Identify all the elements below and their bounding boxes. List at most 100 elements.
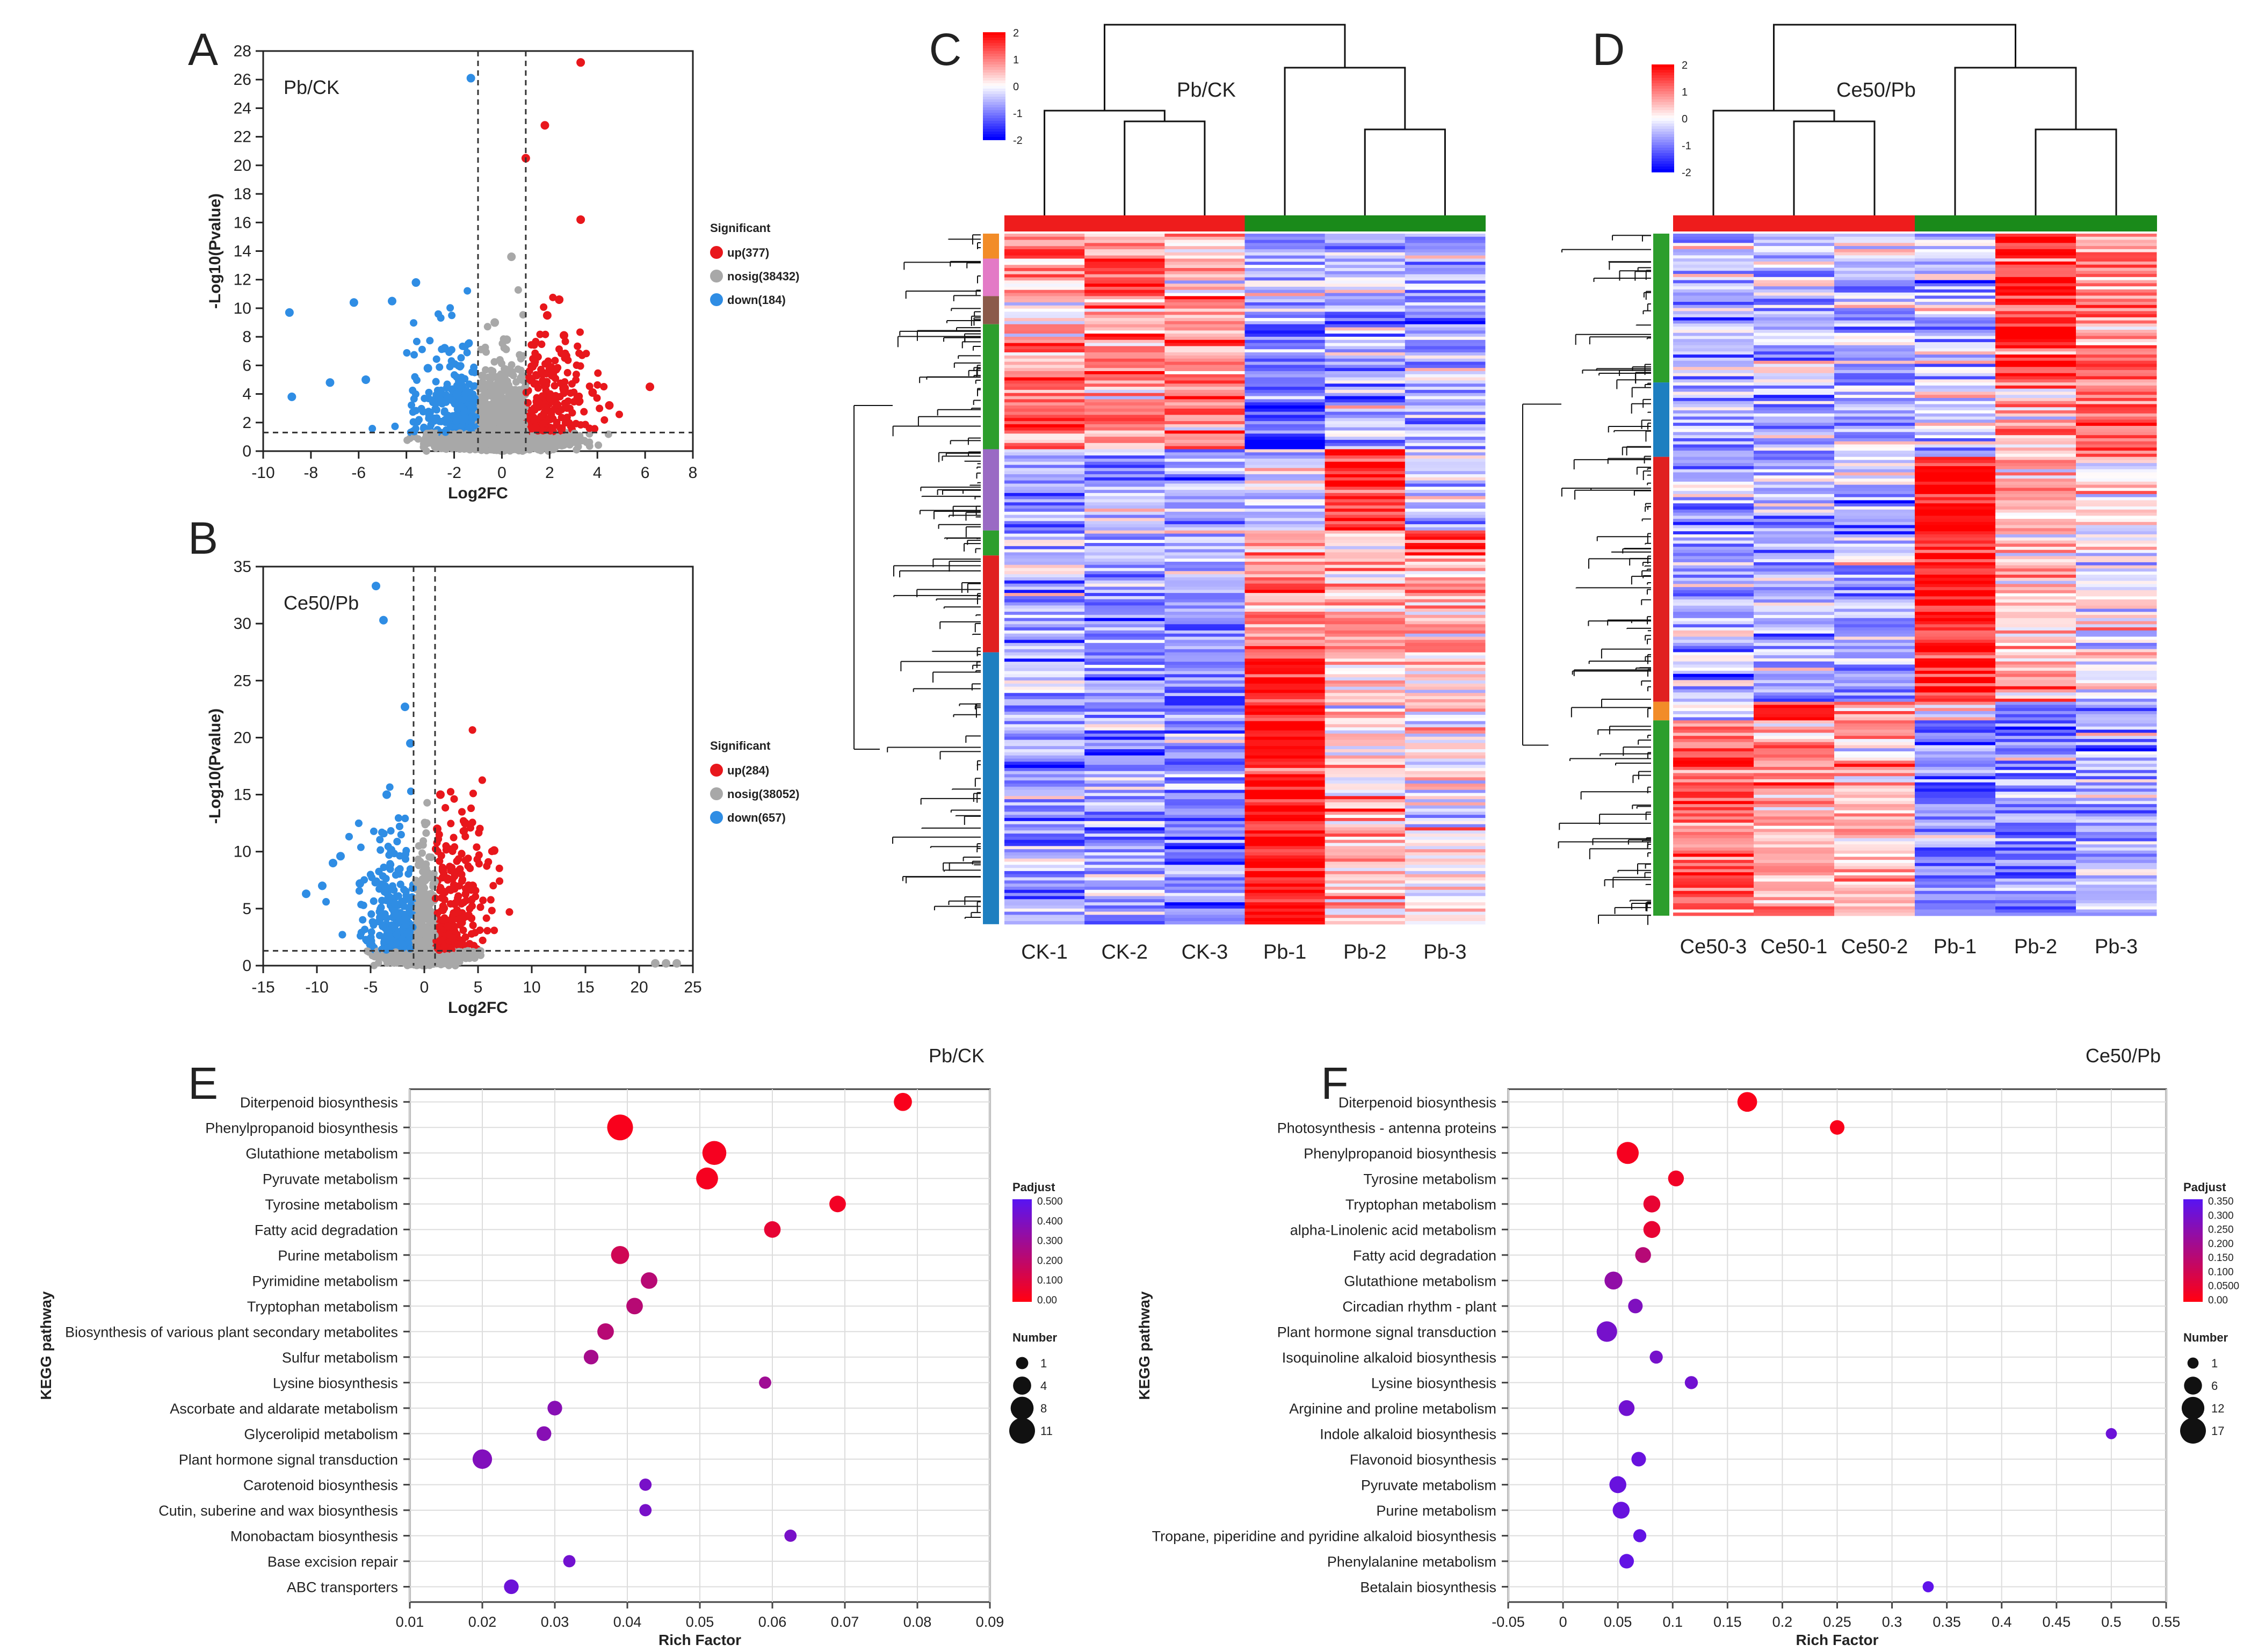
volcano-point bbox=[462, 387, 471, 395]
legend-title: Significant bbox=[710, 221, 771, 235]
volcano-point bbox=[496, 877, 504, 885]
volcano-point-down bbox=[325, 378, 335, 387]
volcano-point bbox=[461, 414, 469, 422]
volcano-point bbox=[355, 887, 363, 895]
volcano-point bbox=[558, 427, 566, 435]
volcano-point bbox=[489, 882, 497, 890]
x-tick-label: 8 bbox=[689, 464, 698, 482]
volcano-point bbox=[426, 439, 435, 447]
volcano-point bbox=[463, 349, 471, 357]
volcano-point bbox=[457, 354, 465, 362]
y-tick-label: 8 bbox=[242, 328, 251, 346]
volcano-point bbox=[359, 916, 367, 924]
volcano-point bbox=[450, 834, 458, 842]
volcano-point bbox=[370, 827, 378, 835]
volcano-point bbox=[470, 363, 478, 371]
x-tick-label: 2 bbox=[545, 464, 554, 482]
volcano-point bbox=[457, 401, 465, 409]
volcano-point bbox=[546, 427, 554, 435]
volcano-point bbox=[464, 287, 472, 295]
volcano-point bbox=[425, 411, 433, 419]
x-tick-label: 6 bbox=[641, 464, 650, 482]
volcano-point bbox=[499, 423, 507, 431]
y-tick-label: 14 bbox=[234, 243, 251, 260]
volcano-point bbox=[367, 928, 375, 936]
chart-title: Pb/CK bbox=[284, 76, 339, 98]
volcano-point bbox=[482, 439, 490, 447]
volcano-point bbox=[477, 372, 486, 380]
volcano-point-up bbox=[540, 121, 549, 130]
volcano-point bbox=[394, 814, 402, 822]
volcano-point bbox=[594, 381, 602, 389]
volcano-point bbox=[532, 371, 540, 379]
volcano-point bbox=[537, 412, 545, 421]
volcano-point bbox=[436, 363, 444, 371]
volcano-point bbox=[595, 441, 603, 449]
volcano-point-down bbox=[285, 308, 294, 317]
volcano-point bbox=[557, 350, 565, 358]
volcano-point bbox=[448, 875, 457, 883]
volcano-point-up bbox=[576, 215, 585, 224]
volcano-point bbox=[386, 783, 394, 791]
volcano-point bbox=[438, 866, 446, 874]
volcano-point bbox=[461, 857, 469, 865]
y-tick-label: 18 bbox=[234, 185, 251, 203]
x-axis-title: Log2FC bbox=[448, 484, 508, 502]
volcano-point bbox=[547, 410, 555, 418]
volcano-point bbox=[496, 357, 504, 365]
volcano-point bbox=[554, 401, 562, 409]
volcano-point bbox=[418, 345, 426, 353]
volcano-point bbox=[452, 899, 460, 907]
volcano-point bbox=[415, 416, 423, 424]
volcano-point bbox=[471, 929, 479, 937]
legend-label-down: down(184) bbox=[727, 293, 786, 307]
volcano-point bbox=[410, 319, 418, 327]
volcano-point bbox=[530, 444, 538, 452]
y-tick-label: 26 bbox=[234, 71, 251, 89]
volcano-point bbox=[573, 446, 581, 454]
volcano-point bbox=[468, 726, 476, 734]
volcano-point bbox=[403, 436, 411, 444]
volcano-point bbox=[448, 311, 456, 320]
volcano-point bbox=[422, 447, 430, 455]
volcano-point bbox=[454, 433, 462, 441]
volcano-point bbox=[534, 384, 542, 392]
volcano-point bbox=[600, 416, 609, 424]
volcano-point bbox=[412, 376, 421, 384]
volcano-point bbox=[443, 380, 451, 388]
volcano-point bbox=[538, 392, 546, 400]
volcano-point bbox=[452, 417, 460, 425]
volcano-point bbox=[483, 927, 491, 935]
volcano-point bbox=[549, 293, 557, 301]
volcano-point bbox=[577, 421, 585, 429]
volcano-point bbox=[410, 395, 418, 403]
volcano-point bbox=[368, 425, 377, 433]
volcano-point bbox=[508, 368, 516, 376]
volcano-point bbox=[354, 819, 363, 827]
volcano-point bbox=[482, 366, 490, 374]
volcano-point bbox=[457, 378, 465, 386]
volcano-point bbox=[425, 853, 433, 861]
volcano-point bbox=[490, 926, 498, 934]
volcano-point bbox=[615, 410, 623, 418]
volcano-point-up bbox=[555, 295, 564, 304]
volcano-point bbox=[432, 355, 440, 363]
volcano-point bbox=[539, 376, 547, 385]
volcano-point-up bbox=[560, 331, 568, 340]
y-tick-label: 2 bbox=[242, 414, 251, 432]
volcano-point bbox=[447, 346, 455, 354]
x-tick-label: -10 bbox=[251, 464, 274, 482]
volcano-point bbox=[412, 407, 420, 415]
volcano-point bbox=[426, 337, 434, 345]
point-cloud bbox=[322, 726, 513, 969]
volcano-point bbox=[446, 863, 454, 871]
volcano-point bbox=[366, 871, 374, 879]
point-cloud bbox=[368, 286, 623, 455]
volcano-point bbox=[585, 382, 594, 390]
legend-swatch-nosig bbox=[710, 270, 723, 282]
volcano-point bbox=[575, 349, 583, 357]
volcano-point bbox=[414, 856, 422, 864]
x-tick-label: 0 bbox=[497, 464, 506, 482]
volcano-point bbox=[357, 843, 365, 851]
volcano-point bbox=[580, 408, 588, 416]
